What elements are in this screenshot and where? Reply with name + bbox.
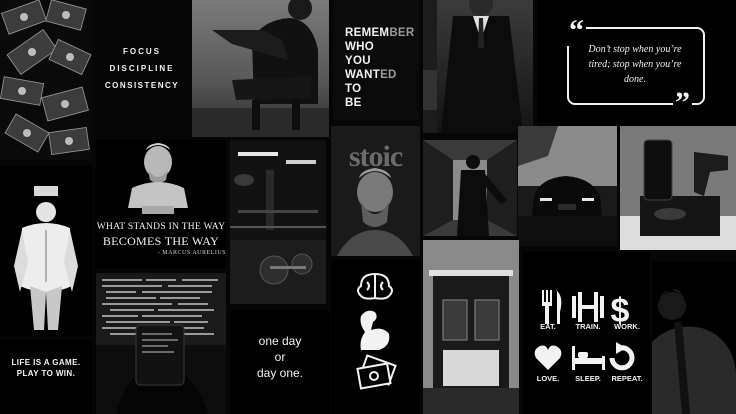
stoic-quote-line2: BECOMES THE WAY xyxy=(102,234,220,248)
sports-car-image xyxy=(518,126,617,246)
one-day-panel: one day or day one. xyxy=(230,310,330,414)
stoic-statue-panel: stoic xyxy=(331,126,420,256)
one-day-line3: day one. xyxy=(256,366,304,380)
bed-icon xyxy=(572,346,605,370)
focus-word: FOCUS xyxy=(123,47,161,56)
routine-label-sleep: SLEEP. xyxy=(575,374,601,383)
one-day-line2: or xyxy=(274,350,286,364)
discipline-word: DISCIPLINE xyxy=(109,64,175,73)
money-bills-icon xyxy=(356,354,397,390)
money-stack-photo xyxy=(0,0,92,160)
quote-close-mark: ” xyxy=(673,86,692,119)
routine-label-eat: EAT. xyxy=(540,322,556,331)
focus-words-panel: FOCUS DISCIPLINE CONSISTENCY xyxy=(96,0,188,130)
stoic-word: stoic xyxy=(348,140,403,173)
heart-icon xyxy=(534,345,562,370)
marcus-aurelius-panel: WHAT STANDS IN THE WAY BECOMES THE WAY -… xyxy=(96,140,226,268)
hallway-couple-photo xyxy=(423,140,517,236)
remember-line: BE xyxy=(345,97,362,109)
stoic-quote-author: - MARCUS AURELIUS xyxy=(157,250,226,256)
man-in-chair-photo xyxy=(192,0,329,137)
remember-line-part-gray: ED xyxy=(380,69,397,81)
dumbbell-icon xyxy=(572,292,604,322)
quote-frame xyxy=(567,27,705,105)
routine-label-work: WORK. xyxy=(614,322,640,331)
remember-line: TO xyxy=(345,83,362,95)
life-game-panel: LIFE IS A GAME. PLAY TO WIN. xyxy=(0,340,92,414)
routine-label-repeat: REPEAT. xyxy=(611,374,643,383)
routine-label-love: LOVE. xyxy=(536,374,560,383)
dollar-icon: $ xyxy=(611,292,630,330)
repeat-arrowhead xyxy=(616,342,626,354)
silhouette-man-panel xyxy=(0,166,92,336)
code-screen-photo xyxy=(96,273,226,414)
brain-arm-money-panel xyxy=(331,260,420,414)
life-game-line2: PLAY TO WIN. xyxy=(16,369,76,378)
fork-knife-icon xyxy=(542,290,562,324)
man-portrait-image xyxy=(652,289,736,414)
suit-portrait-photo xyxy=(652,262,736,414)
seated-man-image xyxy=(192,0,329,137)
gym-interior-image xyxy=(230,140,326,304)
greek-statue-image xyxy=(337,168,413,256)
house-image xyxy=(423,240,519,414)
routine-label-train: TRAIN. xyxy=(575,322,601,331)
life-game-line1: LIFE IS A GAME. xyxy=(11,358,81,367)
couple-image xyxy=(423,140,517,236)
remember-line-part: WANT xyxy=(345,69,381,81)
athlete-silhouette-image xyxy=(14,186,78,330)
remember-line: YOU xyxy=(345,55,371,67)
repeat-icon xyxy=(609,345,635,371)
flexed-arm-icon xyxy=(360,310,390,350)
remember-line-part-gray: BER xyxy=(389,27,415,39)
one-day-line1: one day xyxy=(258,334,302,348)
man-in-suit-photo xyxy=(423,0,533,133)
svg-text:$: $ xyxy=(611,292,630,330)
gym-photo xyxy=(230,140,326,304)
quote-text: Don’t stop when you’re tired; stop when … xyxy=(588,44,682,85)
bust-statue-image xyxy=(128,143,188,214)
remember-text-panel: REMEMBER WHO YOU WANTED TO BE xyxy=(333,0,419,120)
programmer-screen-image xyxy=(96,273,226,414)
phone-watch-stand-photo xyxy=(620,126,736,250)
quote-panel: “ Don’t stop when you’re tired; stop whe… xyxy=(537,0,736,130)
routine-icons-panel: $ EAT. TRAIN. WORK. LOVE. SLEEP. REPEAT. xyxy=(522,252,650,414)
suit-man-image xyxy=(423,0,523,133)
stoic-quote-line1: WHAT STANDS IN THE WAY xyxy=(96,222,226,232)
modern-house-photo xyxy=(423,240,519,414)
car-photo xyxy=(518,126,617,246)
consistency-word: CONSISTENCY xyxy=(104,81,180,90)
quote-open-mark: “ xyxy=(567,14,586,47)
remember-line: WHO xyxy=(345,41,375,53)
charging-stand-image xyxy=(620,126,736,250)
remember-line-part: REMEM xyxy=(345,27,390,39)
brain-icon xyxy=(357,272,393,300)
cash-bundles-image xyxy=(0,0,92,160)
